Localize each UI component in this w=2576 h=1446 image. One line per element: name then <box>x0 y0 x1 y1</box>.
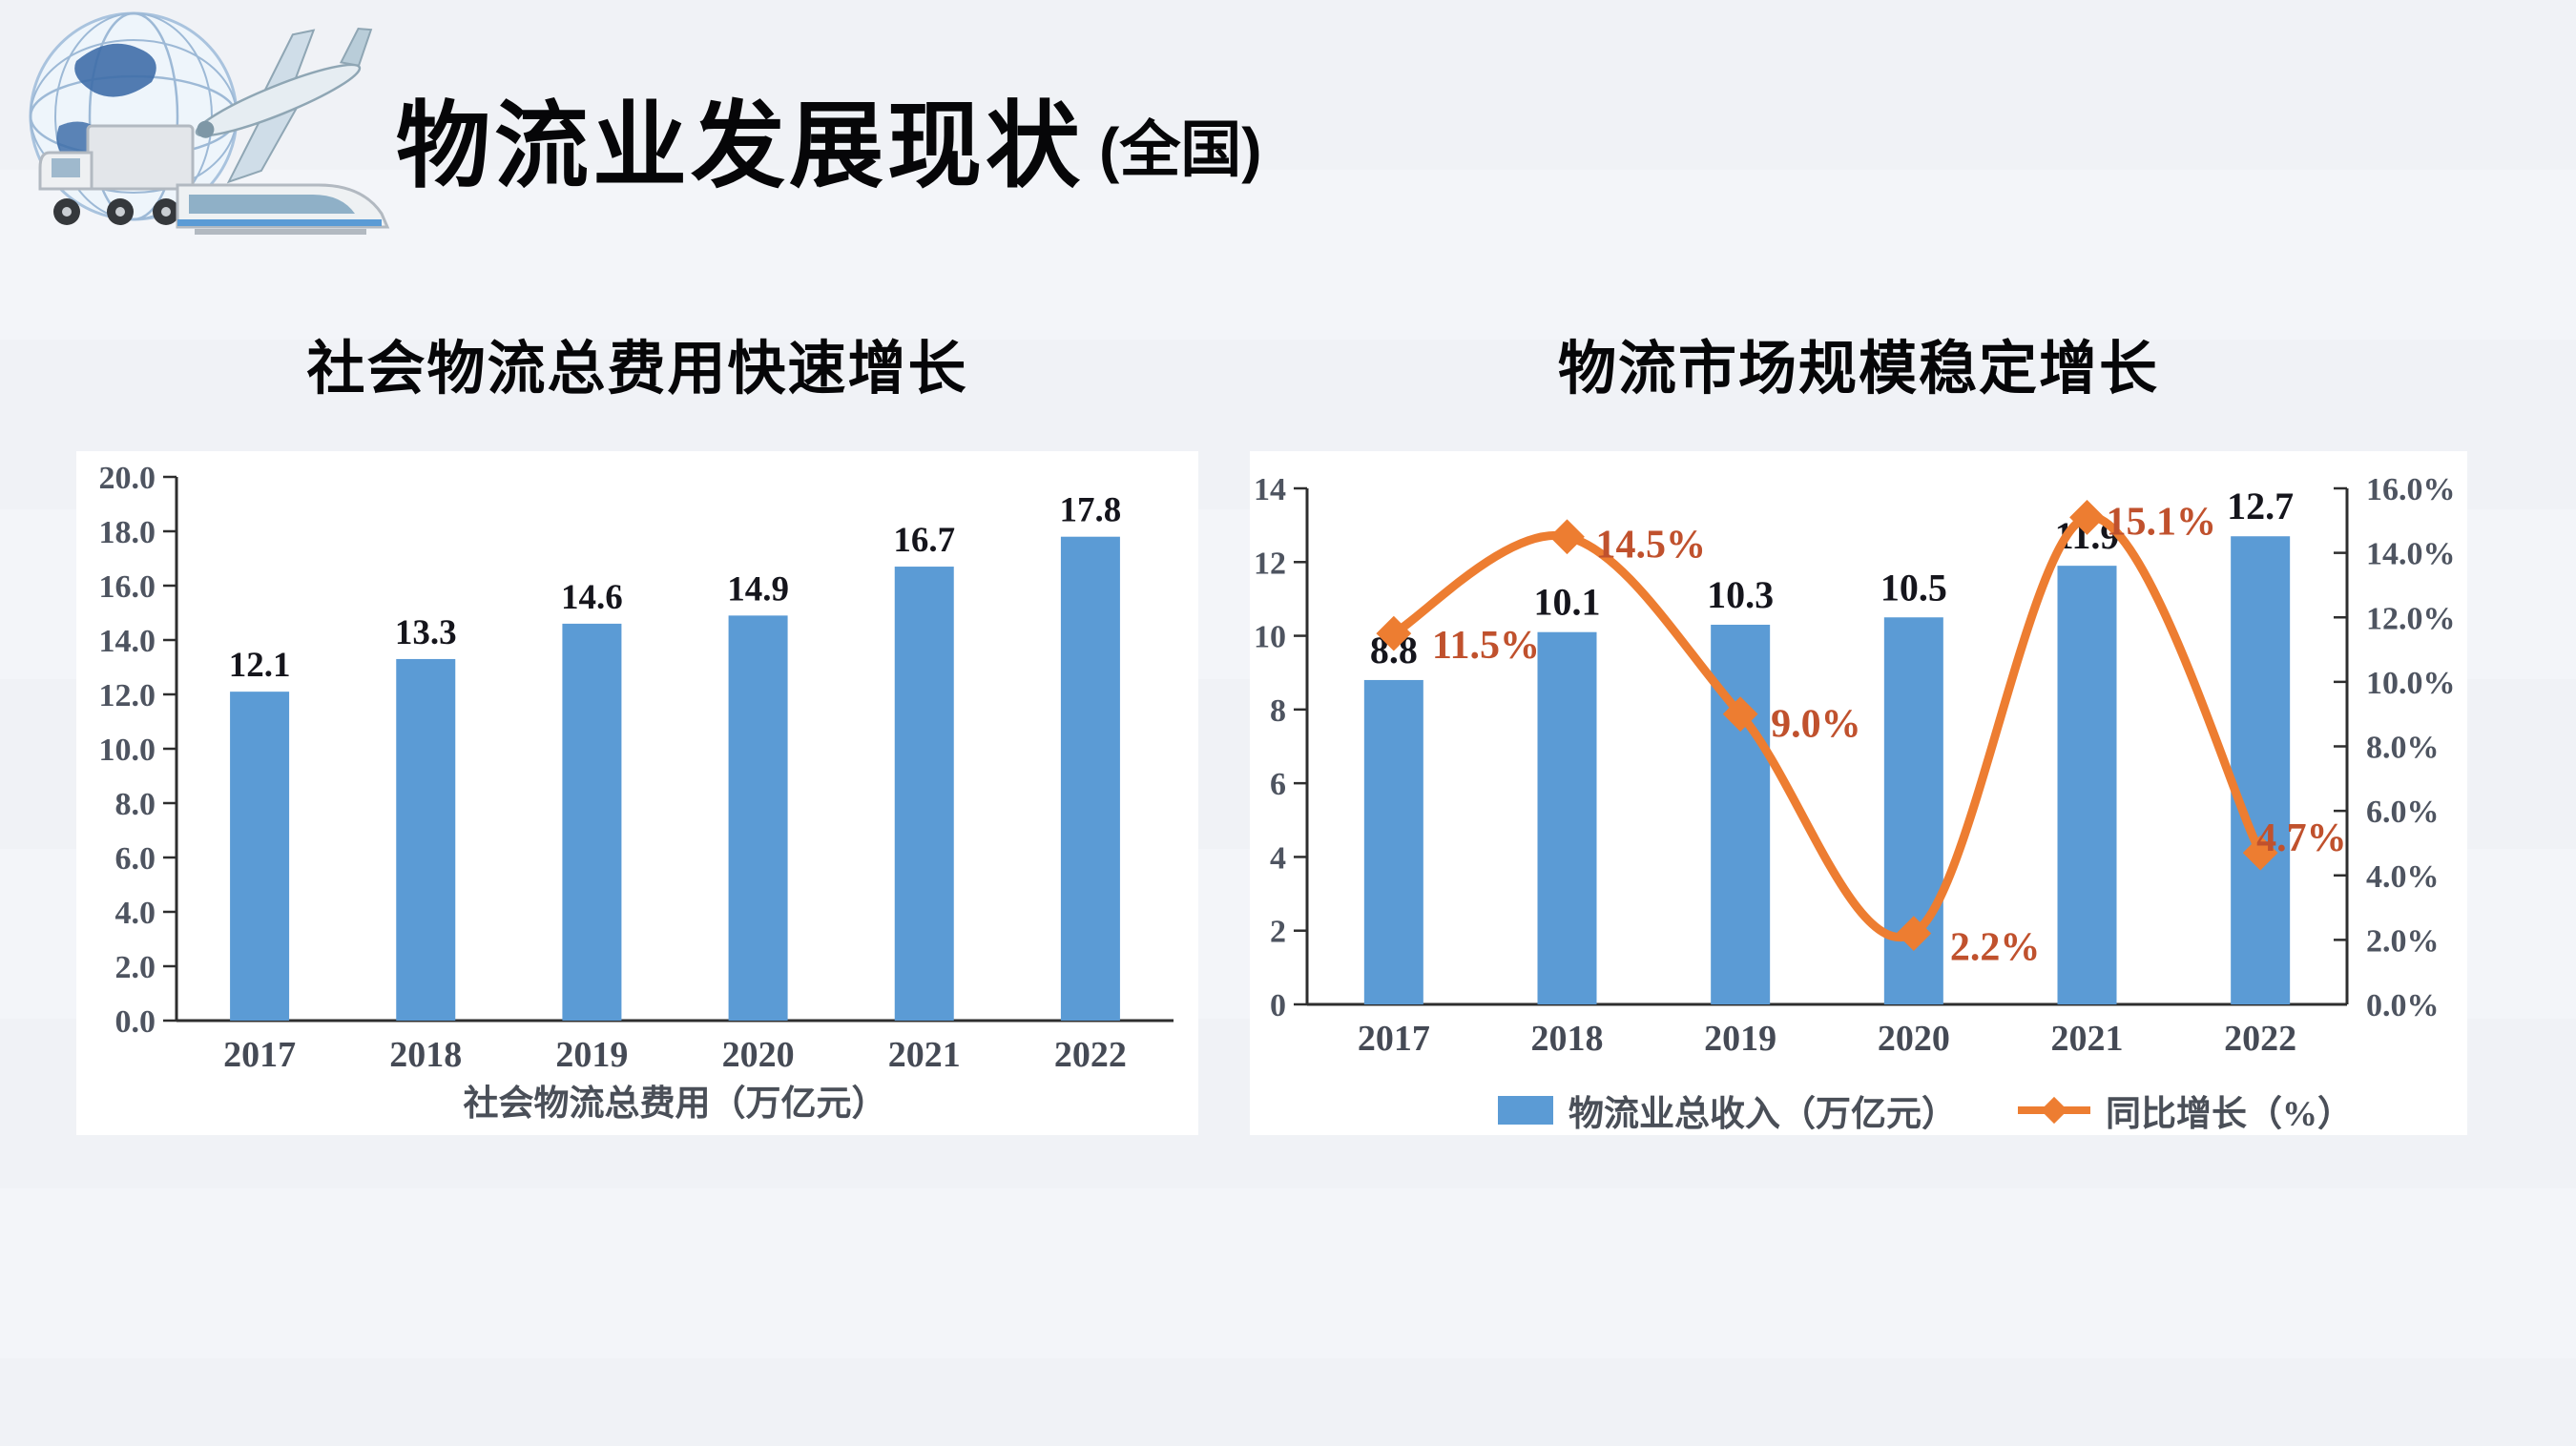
bar-chart-svg: 0.0 2.0 4.0 6.0 8.0 10.0 12.0 14.0 16.0 18.0 20.0 1… <box>99 461 1174 1075</box>
y-axis-tick-label: 0 <box>1270 988 1286 1023</box>
line-value-label: 9.0% <box>1771 703 1861 747</box>
line-value-label: 4.7% <box>2256 816 2347 860</box>
page-title-text: 物流业发展现状 <box>396 93 1084 198</box>
y-axis-tick-label: 0.0 <box>115 1004 156 1040</box>
chart-legend: 物流业总收入（万亿元） 同比增长（%） <box>1317 1084 2534 1136</box>
bar <box>1060 536 1120 1021</box>
x-axis-category-label: 2021 <box>888 1035 961 1075</box>
y-axis-tick-label: 16.0 <box>99 569 156 605</box>
legend-line-label: 同比增长（%） <box>2106 1095 2353 1134</box>
y-axis-tick-label: 2 <box>1270 915 1286 950</box>
y-axis-tick-label: 8 <box>1270 693 1286 729</box>
bar <box>562 623 622 1021</box>
line-value-label: 15.1% <box>2107 500 2217 544</box>
bar <box>1363 679 1423 1004</box>
bar-value-label: 12.7 <box>2227 485 2294 527</box>
x-axis-category-label: 2017 <box>223 1035 296 1075</box>
y-axis-tick-label: 20.0 <box>99 461 156 496</box>
y-axis-tick-label: 2.0 <box>115 950 156 985</box>
y-axis-tick-label: 18.0 <box>99 515 156 550</box>
bar-value-label: 16.7 <box>893 521 955 560</box>
left-chart-panel: 0.0 2.0 4.0 6.0 8.0 10.0 12.0 14.0 16.0 18.0 20.0 1… <box>76 451 1198 1135</box>
legend-line-marker <box>2018 1096 2090 1125</box>
y-axis-tick-label: 10 <box>1254 620 1286 655</box>
y-axis-tick-label: 14.0 <box>99 624 156 659</box>
bar <box>2057 566 2117 1004</box>
secondary-axis-tick-label: 4.0% <box>2366 859 2440 895</box>
airplane-icon <box>195 28 373 184</box>
bar-value-label: 10.5 <box>1880 566 1947 609</box>
right-chart-panel: 0 2 4 6 8 10 12 14 0.0% 2.0% 4.0% 6.0% 8.0% 10.0% 12.0… <box>1250 451 2467 1135</box>
bar <box>2231 536 2291 1004</box>
y-axis-tick-label: 4 <box>1270 840 1286 876</box>
bar-value-label: 10.3 <box>1707 573 1774 616</box>
secondary-axis-tick-label: 16.0% <box>2366 472 2456 507</box>
page-title-suffix: (全国) <box>1099 115 1262 184</box>
legend-bar-swatch <box>1498 1096 1553 1125</box>
x-axis-category-label: 2022 <box>2224 1019 2296 1059</box>
combo-chart-svg: 0 2 4 6 8 10 12 14 0.0% 2.0% 4.0% 6.0% 8.0% 10.0% 12.0… <box>1254 472 2456 1059</box>
page-title: 物流业发展现状 (全国) <box>396 69 1262 206</box>
secondary-axis-tick-label: 10.0% <box>2366 666 2456 701</box>
y-axis-tick-label: 8.0 <box>115 787 156 822</box>
y-axis-tick-label: 6 <box>1270 767 1286 802</box>
train-icon <box>176 183 390 235</box>
truck-icon <box>38 124 195 225</box>
secondary-axis-tick-label: 14.0% <box>2366 537 2456 572</box>
secondary-axis-tick-label: 8.0% <box>2366 731 2440 766</box>
secondary-axis-tick-label: 6.0% <box>2366 795 2440 830</box>
y-axis-tick-label: 14 <box>1254 472 1286 507</box>
bar <box>1711 624 1771 1004</box>
legend-item-line: 同比增长（%） <box>2018 1084 2353 1136</box>
logistics-logo <box>29 11 390 235</box>
bar-value-label: 13.3 <box>395 613 457 652</box>
bar-value-label: 12.1 <box>229 646 291 685</box>
bar-value-label: 10.1 <box>1534 581 1601 624</box>
x-axis-category-label: 2019 <box>1704 1019 1776 1059</box>
legend-item-bar: 物流业总收入（万亿元） <box>1498 1084 1957 1136</box>
x-axis-category-label: 2020 <box>722 1035 795 1075</box>
y-axis-tick-label: 12 <box>1254 546 1286 581</box>
y-axis-tick-label: 6.0 <box>115 841 156 877</box>
x-axis-category-label: 2018 <box>389 1035 462 1075</box>
left-chart-axis-title: 社会物流总费用（万亿元） <box>463 1084 887 1124</box>
legend-diamond-icon <box>2040 1096 2068 1125</box>
bar <box>1537 631 1597 1004</box>
bar-value-label: 17.8 <box>1060 491 1122 530</box>
y-axis-tick-label: 10.0 <box>99 733 156 768</box>
secondary-axis-tick-label: 2.0% <box>2366 923 2440 959</box>
bar <box>728 615 788 1021</box>
secondary-axis-tick-label: 12.0% <box>2366 601 2456 636</box>
x-axis-category-label: 2021 <box>2051 1019 2124 1059</box>
left-chart-title: 社会物流总费用快速增长 <box>306 336 968 401</box>
line-value-label: 14.5% <box>1596 524 1707 568</box>
bar <box>230 692 290 1021</box>
line-value-label: 2.2% <box>1950 926 2041 970</box>
x-axis-category-label: 2018 <box>1531 1019 1604 1059</box>
x-axis-category-label: 2020 <box>1878 1019 1950 1059</box>
line-value-label: 11.5% <box>1432 624 1540 668</box>
bar <box>396 658 456 1021</box>
legend-bar-label: 物流业总收入（万亿元） <box>1568 1095 1957 1134</box>
secondary-axis-tick-label: 0.0% <box>2366 988 2440 1023</box>
x-axis-category-label: 2017 <box>1358 1019 1430 1059</box>
bar-value-label: 14.6 <box>561 578 623 617</box>
x-axis-category-label: 2022 <box>1054 1035 1127 1075</box>
y-axis-tick-label: 12.0 <box>99 678 156 713</box>
x-axis-category-label: 2019 <box>555 1035 628 1075</box>
line-marker-diamond <box>1549 519 1585 555</box>
y-axis-tick-label: 4.0 <box>115 896 156 931</box>
right-chart-title: 物流市场规模稳定增长 <box>1557 336 2159 401</box>
bar <box>894 567 954 1021</box>
bar-value-label: 14.9 <box>727 569 789 609</box>
